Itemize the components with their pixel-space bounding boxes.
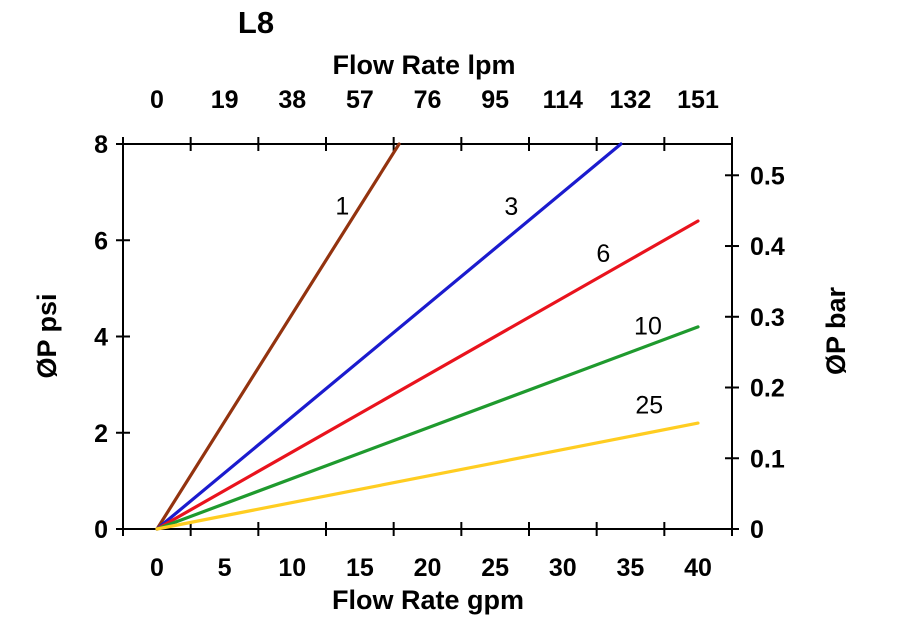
left-axis-tick-label: 2 (94, 420, 108, 448)
bottom-axis-tick-label: 30 (549, 554, 577, 582)
x-top-axis-title: Flow Rate lpm (332, 50, 515, 80)
chart-title: L8 (238, 5, 274, 40)
bottom-axis-tick-label: 5 (218, 554, 232, 582)
left-axis-tick-label: 0 (94, 516, 108, 544)
right-axis-tick-labels: 0.5 0.4 0.3 0.2 0.1 0 (750, 162, 785, 544)
series-lines (155, 142, 700, 531)
left-axis-ticks (116, 143, 130, 530)
top-axis-tick-label: 57 (346, 86, 374, 114)
bottom-axis-tick-label: 40 (684, 554, 712, 582)
series-label-10: 10 (634, 313, 662, 341)
bottom-axis-tick-label: 25 (481, 554, 509, 582)
right-axis-tick-label: 0.1 (750, 445, 785, 473)
left-axis-tick-label: 8 (94, 131, 108, 159)
bottom-axis-tick-label: 20 (414, 554, 442, 582)
top-axis-tick-label: 76 (414, 86, 442, 114)
series-line-1 (155, 142, 401, 531)
bottom-axis-tick-label: 15 (346, 554, 374, 582)
left-axis-tick-labels: 8 6 4 2 0 (94, 131, 108, 544)
top-axis-tick-label: 0 (150, 86, 164, 114)
left-axis-tick-label: 4 (94, 324, 108, 352)
top-axis-tick-labels: 0 19 38 57 76 95 114 132 151 (150, 86, 719, 114)
top-axis-tick-label: 19 (211, 86, 239, 114)
series-label-3: 3 (504, 193, 518, 221)
bottom-axis-tick-label: 10 (278, 554, 306, 582)
top-axis-tick-label: 151 (677, 86, 719, 114)
bottom-axis-tick-labels: 0 5 10 15 20 25 30 35 40 (150, 554, 712, 582)
series-line-3 (155, 142, 623, 531)
top-axis-tick-label: 95 (481, 86, 509, 114)
right-axis-tick-label: 0.3 (750, 304, 785, 332)
series-labels: 1 3 6 10 25 (335, 192, 663, 419)
right-axis-tick-label: 0.5 (750, 162, 785, 190)
series-label-25: 25 (635, 392, 663, 420)
bottom-axis-tick-label: 0 (150, 554, 164, 582)
bottom-axis-tick-label: 35 (616, 554, 644, 582)
right-axis-tick-label: 0 (750, 516, 764, 544)
left-axis-tick-label: 6 (94, 227, 108, 255)
top-axis-tick-label: 114 (543, 86, 583, 114)
y-right-axis-title: ØP bar (821, 286, 851, 375)
right-axis-tick-label: 0.2 (750, 375, 785, 403)
series-label-6: 6 (596, 240, 610, 268)
top-axis-tick-label: 132 (610, 86, 652, 114)
bottom-axis-ticks (122, 522, 733, 536)
right-axis-ticks (725, 174, 739, 530)
series-line-25 (155, 421, 700, 531)
right-axis-tick-label: 0.4 (750, 233, 785, 261)
series-label-1: 1 (335, 192, 349, 220)
x-bottom-axis-title: Flow Rate gpm (332, 585, 524, 615)
series-line-6 (155, 219, 700, 531)
y-left-axis-title: ØP psi (32, 293, 62, 378)
series-line-10 (155, 325, 700, 531)
top-axis-tick-label: 38 (278, 86, 306, 114)
